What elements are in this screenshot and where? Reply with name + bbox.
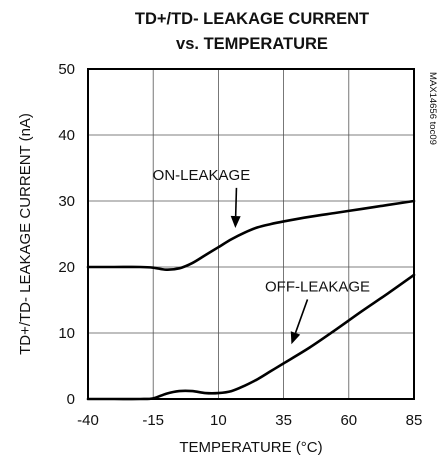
y-axis-label: TD+/TD- LEAKAGE CURRENT (nA) [17, 113, 34, 355]
annotation-off-leakage: OFF-LEAKAGE [265, 278, 370, 295]
y-tick-label: 50 [58, 61, 75, 78]
x-tick-label: 60 [340, 412, 357, 429]
y-tick-label: 0 [67, 391, 75, 408]
chart-title-line-1: TD+/TD- LEAKAGE CURRENT [135, 10, 369, 28]
series-line-off-leakage [86, 273, 416, 401]
grid [88, 69, 414, 399]
x-axis-label: TEMPERATURE (°C) [179, 439, 322, 456]
y-tick-label: 20 [58, 259, 75, 276]
y-tick-label: 10 [58, 325, 75, 342]
annotation-on-leakage: ON-LEAKAGE [153, 167, 251, 184]
x-tick-label: -40 [77, 412, 99, 429]
series-line-on-leakage [86, 199, 416, 271]
tick-labels: -40 -15 10 35 60 85 0 10 20 30 40 50 [58, 61, 422, 429]
y-tick-label: 30 [58, 193, 75, 210]
annotation-arrow-head [290, 331, 301, 345]
annotation-arrow-head [230, 215, 241, 229]
plot-frame [87, 68, 415, 400]
annotation-arrow-shaft [234, 187, 238, 217]
x-tick-label: -15 [142, 412, 164, 429]
chart-title-line-2: vs. TEMPERATURE [176, 35, 328, 53]
x-tick-label: 10 [210, 412, 227, 429]
y-tick-label: 40 [58, 127, 75, 144]
annotation-arrow-shaft [294, 299, 309, 334]
annotations: ON-LEAKAGE OFF-LEAKAGE [153, 167, 370, 345]
x-tick-label: 35 [275, 412, 292, 429]
side-note: MAX14656 toc09 [427, 72, 437, 145]
x-tick-label: 85 [406, 412, 423, 429]
series-lines [86, 199, 416, 401]
